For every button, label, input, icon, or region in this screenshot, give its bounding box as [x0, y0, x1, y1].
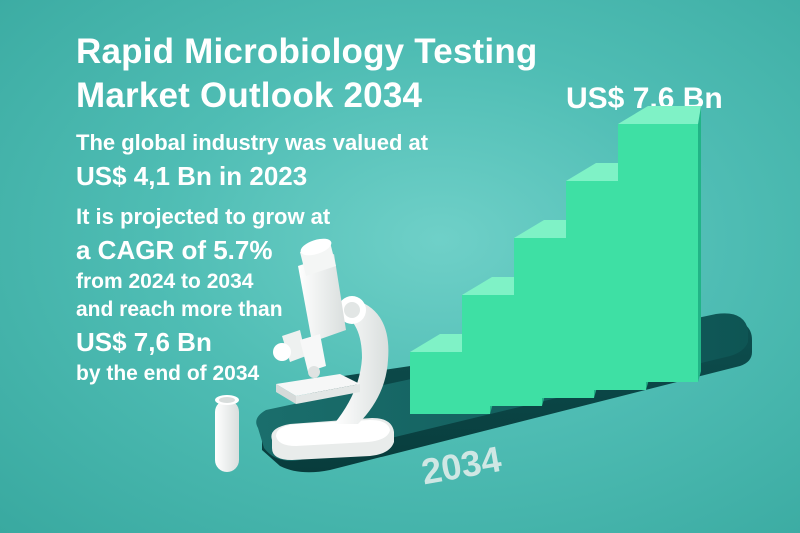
projection-text: It is projected to grow at a CAGR of 5.7…: [76, 202, 330, 388]
projection-line-4: and reach more than: [76, 298, 283, 321]
valuation-line-1: The global industry was valued at: [76, 130, 429, 155]
projection-line-3: from 2024 to 2034: [76, 270, 254, 293]
bar-chart: [410, 106, 701, 414]
valuation-text: The global industry was valued at US$ 4,…: [76, 128, 428, 194]
projection-line-6: by the end of 2034: [76, 362, 260, 385]
projection-line-5: US$ 7,6 Bn: [76, 327, 212, 357]
platform-year-label: 2034: [418, 438, 504, 492]
projection-line-2: a CAGR of 5.7%: [76, 235, 273, 265]
bar-5: [618, 106, 701, 382]
page-title: Rapid Microbiology Testing Market Outloo…: [76, 30, 538, 118]
title-line-2: Market Outlook 2034: [76, 76, 423, 115]
test-tube-icon: [215, 395, 239, 472]
valuation-line-2: US$ 4,1 Bn in 2023: [76, 161, 308, 191]
projection-line-1: It is projected to grow at: [76, 204, 331, 229]
title-line-1: Rapid Microbiology Testing: [76, 32, 538, 71]
microscope-icon: [271, 238, 394, 460]
